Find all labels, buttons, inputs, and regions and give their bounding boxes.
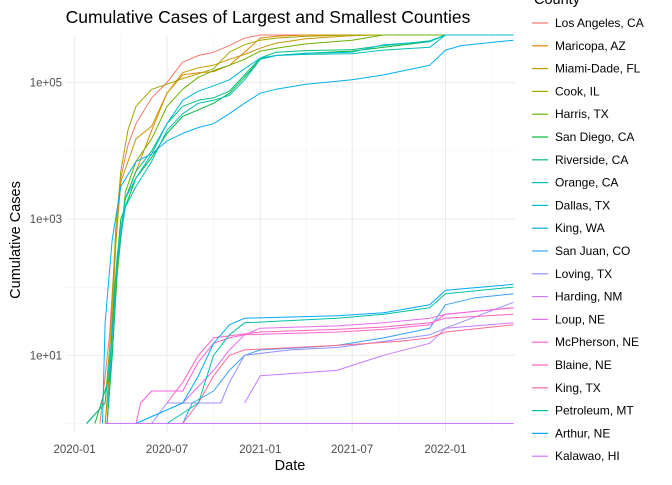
y-axis-title: Cumulative Cases [8, 181, 24, 299]
series-line [86, 34, 514, 424]
chart-title: Cumulative Cases of Largest and Smallest… [66, 7, 471, 27]
legend-label: McPherson, NE [555, 335, 639, 349]
x-tick-label: 2021-01 [239, 444, 281, 456]
legend-label: San Diego, CA [555, 130, 634, 144]
series-line [104, 34, 514, 424]
x-axis-title: Date [275, 458, 306, 474]
legend-label: Harris, TX [555, 107, 609, 121]
series-line [106, 34, 514, 424]
series-line [166, 313, 514, 404]
x-tick-label: 2021-07 [331, 444, 373, 456]
grid-lines [66, 35, 516, 432]
series-line [182, 293, 514, 424]
legend-label: Maricopa, AZ [555, 39, 626, 53]
series-line [166, 286, 514, 424]
legend-label: Kalawao, HI [555, 449, 620, 463]
legend-title: County [534, 0, 581, 8]
legend-label: King, TX [555, 381, 601, 395]
legend-label: Miami-Dade, FL [555, 62, 641, 76]
legend-label: Harding, NM [555, 290, 622, 304]
series-line [102, 39, 514, 424]
y-tick-label: 1e+03 [30, 214, 62, 226]
series-line [135, 283, 514, 424]
legend-label: King, WA [555, 221, 605, 235]
series-line [104, 34, 514, 424]
series-lines [85, 34, 514, 424]
x-tick-label: 2020-01 [54, 444, 96, 456]
x-tick-label: 2020-07 [146, 444, 188, 456]
legend-label: Orange, CA [555, 176, 618, 190]
series-line [244, 322, 514, 404]
series-line [182, 324, 514, 424]
legend-label: Los Angeles, CA [555, 16, 644, 30]
legend-label: Riverside, CA [555, 153, 628, 167]
series-line [85, 34, 514, 424]
legend-label: Arthur, NE [555, 426, 610, 440]
legend-label: Loup, NE [555, 312, 605, 326]
y-tick-label: 1e+05 [30, 78, 62, 90]
series-line [106, 34, 514, 424]
x-tick-label: 2022-01 [424, 444, 466, 456]
series-line [106, 34, 514, 424]
legend-label: Blaine, NE [555, 358, 612, 372]
series-line [151, 301, 514, 424]
legend-label: Dallas, TX [555, 198, 610, 212]
legend-label: San Juan, CO [555, 244, 630, 258]
legend-label: Cook, IL [555, 84, 600, 98]
legend: County Los Angeles, CA Maricopa, AZ Miami-… [532, 0, 644, 463]
series-line [99, 34, 514, 424]
series-line [135, 307, 514, 424]
legend-label: Loving, TX [555, 267, 612, 281]
y-tick-label: 1e+01 [30, 350, 62, 362]
series-line [94, 34, 514, 424]
legend-label: Petroleum, MT [555, 404, 634, 418]
axes: 2020-01 2020-07 2021-01 2021-07 2022-01 1e+01… [30, 78, 467, 456]
series-line [182, 307, 514, 404]
